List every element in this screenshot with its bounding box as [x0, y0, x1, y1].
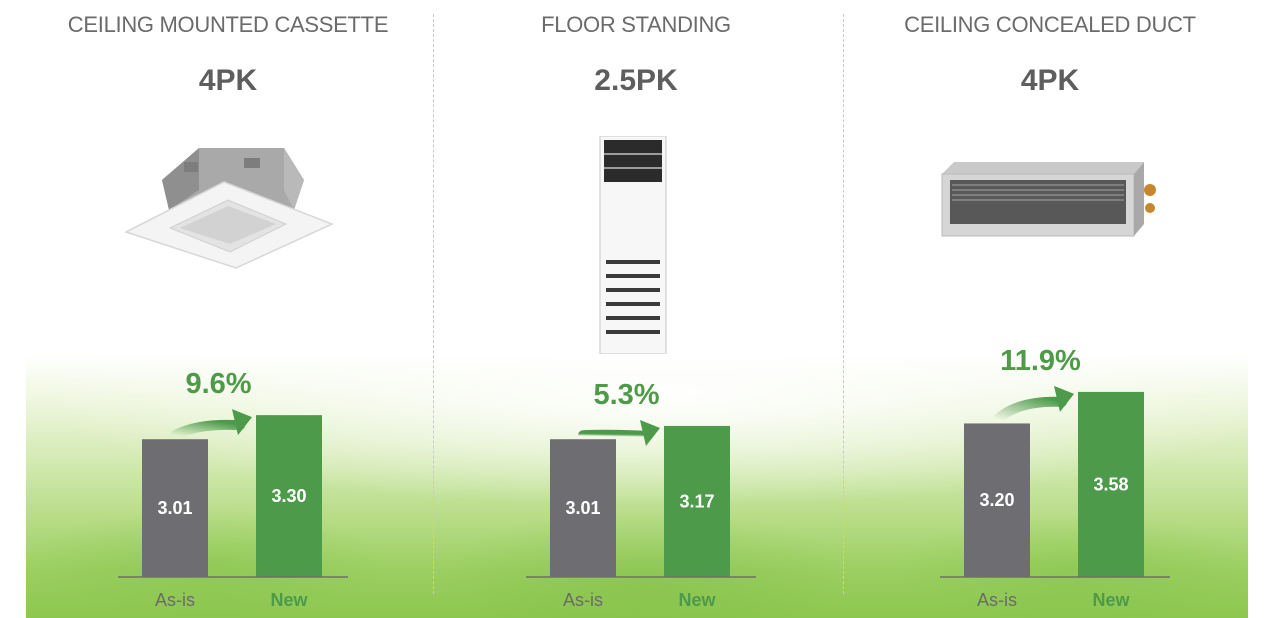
new-value-label: 3.58 — [1093, 474, 1128, 494]
new-value-label: 3.17 — [679, 491, 714, 511]
bar-chart: 3.01 As-is 3.17 New 5.3% — [526, 379, 756, 610]
as-is-value-label: 3.01 — [157, 498, 192, 518]
improvement-percentage: 9.6% — [185, 368, 251, 400]
panel-title: CEILING CONCEALED DUCT — [904, 12, 1196, 37]
floor-standing-unit-image — [599, 136, 667, 354]
new-bar — [256, 415, 322, 577]
new-category-label: New — [1092, 590, 1130, 610]
panel-ceiling-cassette: CEILING MOUNTED CASSETTE 4PK 3.01 As-is 3.… — [28, 0, 428, 618]
ceiling-cassette-unit-image — [124, 148, 334, 269]
as-is-value-label: 3.20 — [979, 490, 1014, 510]
new-bar — [1078, 391, 1144, 577]
bar-chart: 3.20 As-is 3.58 New 11.9% — [940, 345, 1170, 610]
panel-divider — [843, 14, 844, 594]
growth-arrow-head — [1054, 385, 1074, 412]
panel-divider — [433, 14, 434, 594]
panel-title: FLOOR STANDING — [541, 12, 731, 37]
as-is-bar — [964, 423, 1030, 577]
as-is-category-label: As-is — [563, 590, 603, 610]
new-value-label: 3.30 — [271, 486, 306, 506]
capacity-label: 4PK — [198, 64, 258, 97]
capacity-label: 2.5PK — [594, 64, 678, 97]
panel-title: CEILING MOUNTED CASSETTE — [67, 12, 389, 37]
panel-floor-standing: FLOOR STANDING 2.5PK 3.01 — [436, 0, 836, 618]
bar-chart: 3.01 As-is 3.30 New 9.6% — [118, 368, 348, 610]
growth-arrow — [170, 419, 245, 441]
improvement-percentage: 11.9% — [1000, 345, 1081, 377]
as-is-bar — [550, 439, 616, 577]
improvement-percentage: 5.3% — [593, 379, 659, 411]
as-is-value-label: 3.01 — [565, 498, 600, 518]
growth-arrow-head — [232, 409, 252, 436]
as-is-bar — [142, 439, 208, 577]
new-category-label: New — [678, 590, 716, 610]
ceiling-duct-unit-image — [941, 162, 1156, 237]
capacity-label: 4PK — [1020, 64, 1080, 97]
growth-arrow — [578, 429, 653, 441]
growth-arrow-head — [640, 419, 660, 446]
new-category-label: New — [270, 590, 308, 610]
new-bar — [664, 425, 730, 577]
as-is-category-label: As-is — [155, 590, 195, 610]
as-is-category-label: As-is — [977, 590, 1017, 610]
panel-ceiling-duct: CEILING CONCEALED DUCT 4PK 3. — [850, 0, 1250, 618]
growth-arrow — [992, 396, 1067, 425]
